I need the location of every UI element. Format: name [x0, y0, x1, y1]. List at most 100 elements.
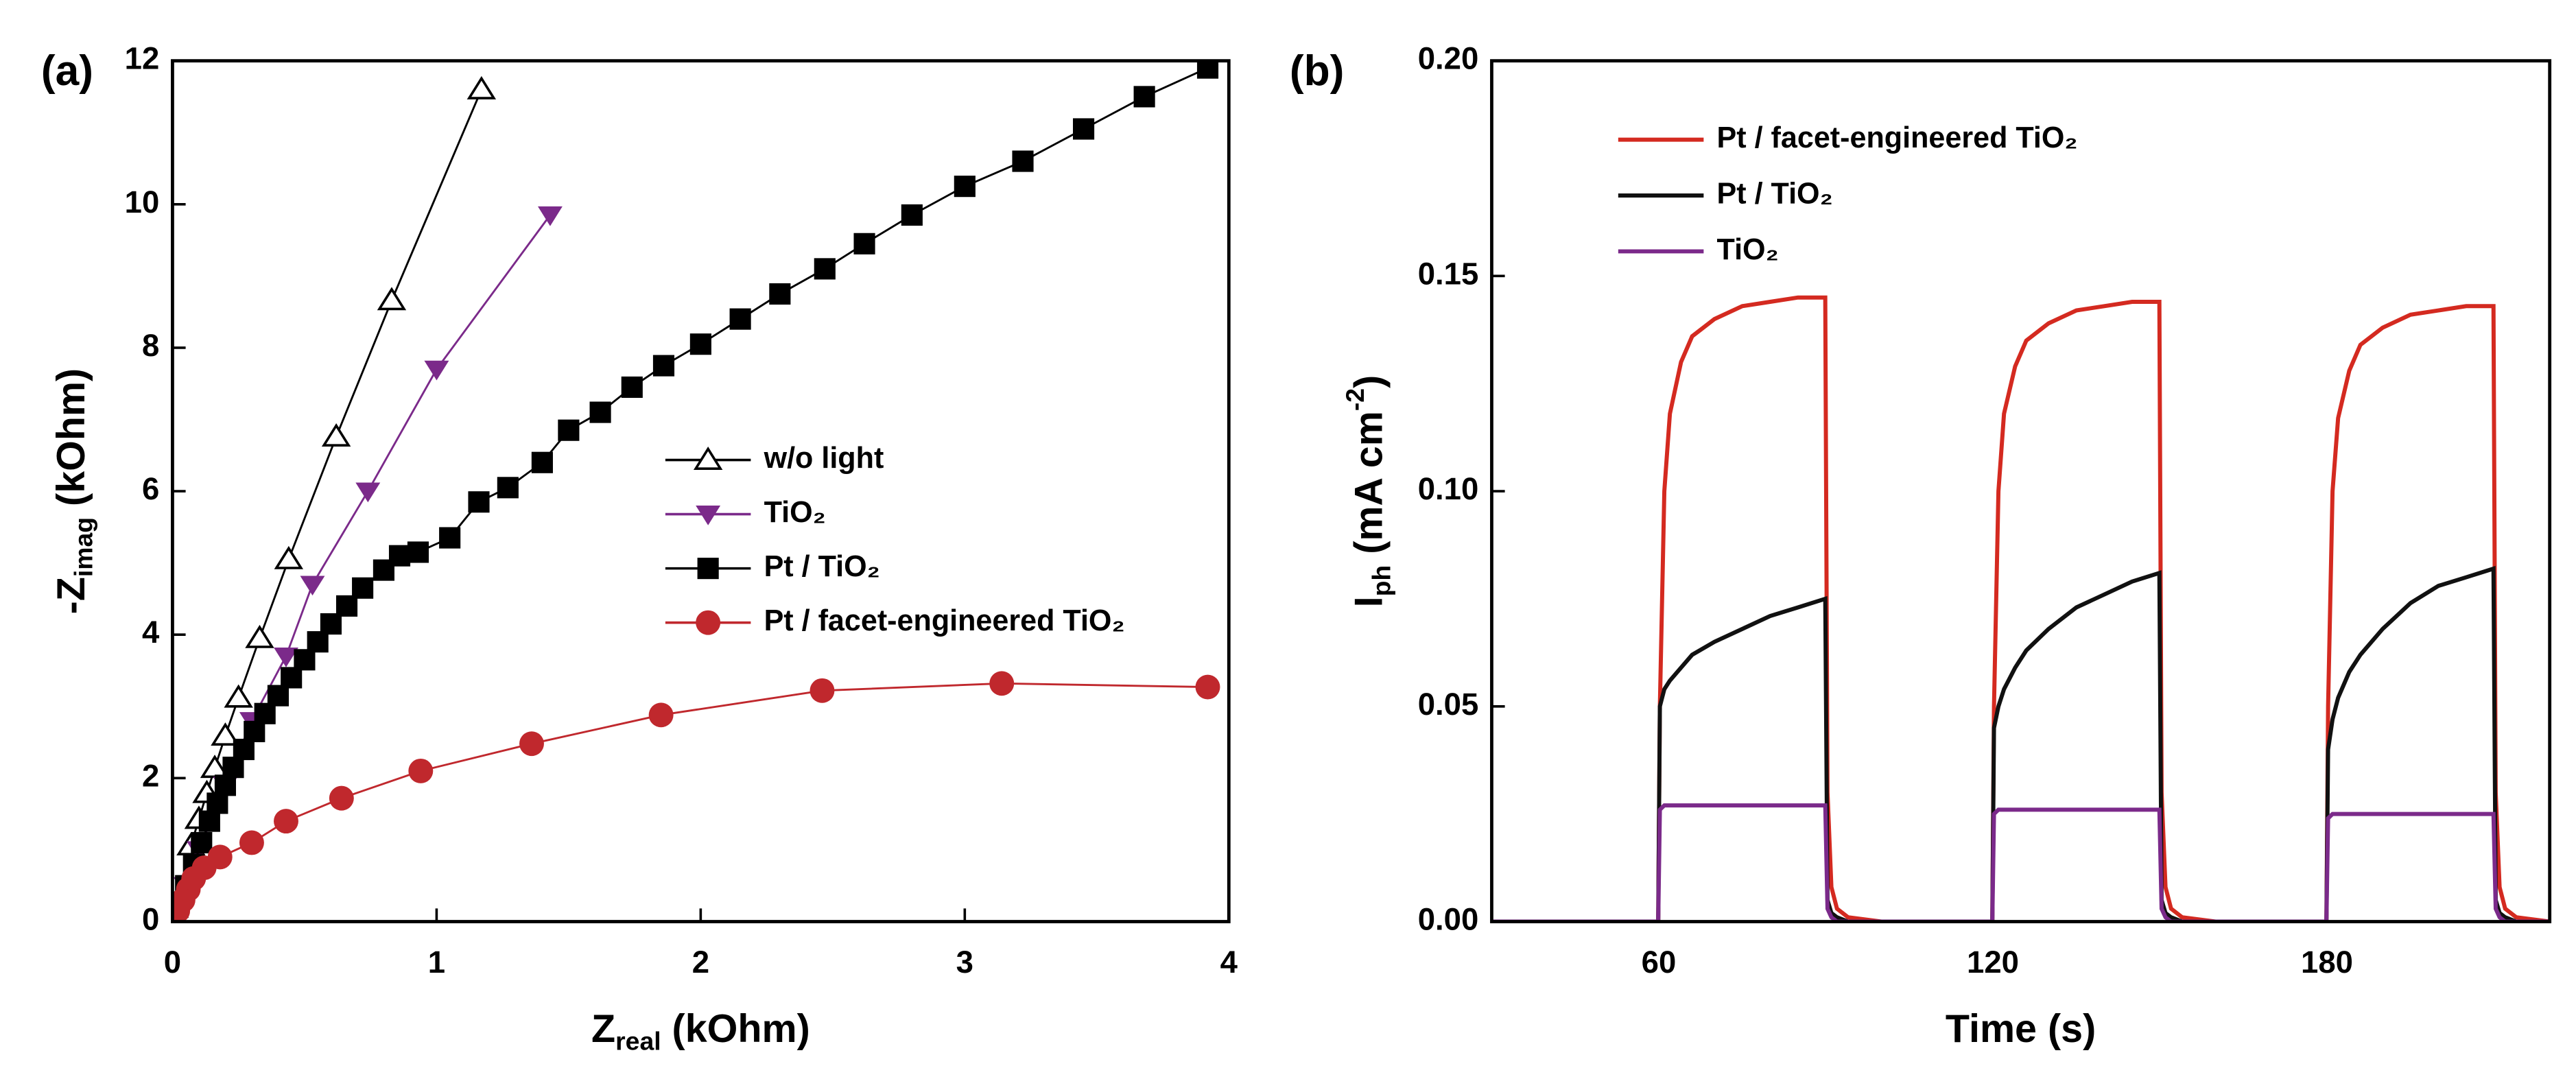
marker: [294, 649, 316, 671]
y-tick-label: 0.20: [1418, 41, 1479, 76]
y-axis-label: Iph (mA cm-2): [1340, 375, 1395, 608]
marker: [224, 684, 253, 708]
x-tick-label: 0: [164, 945, 181, 980]
marker: [211, 722, 240, 746]
x-axis-label-part: Z: [591, 1007, 615, 1051]
y-tick-label: 10: [125, 185, 160, 220]
marker: [191, 831, 213, 854]
marker: [321, 423, 351, 447]
panel-label: (a): [41, 47, 93, 95]
marker: [388, 545, 411, 567]
marker: [424, 360, 449, 381]
y-tick-label: 0: [142, 902, 159, 937]
marker: [689, 333, 711, 355]
marker: [245, 624, 274, 648]
marker: [519, 731, 544, 757]
x-axis-label-part: Time (s): [1946, 1007, 2096, 1051]
y-axis-label-part: I: [1347, 596, 1391, 607]
marker: [558, 419, 580, 441]
axes-frame: [1490, 59, 2552, 923]
y-axis-label-part: (kOhm): [49, 368, 93, 517]
x-tick-label: 4: [1220, 945, 1238, 980]
marker: [1196, 60, 1219, 79]
y-tick-label: 2: [142, 758, 159, 793]
series-line: [172, 682, 1208, 922]
marker: [206, 792, 228, 814]
x-tick-label: 1: [428, 945, 445, 980]
x-tick-label: 60: [1642, 945, 1677, 980]
marker: [531, 451, 553, 473]
marker: [407, 541, 429, 563]
y-tick-label: 12: [125, 41, 160, 76]
marker: [466, 75, 497, 99]
legend-label: TiO₂: [1717, 233, 1779, 266]
x-tick-label: 180: [2301, 945, 2353, 980]
marker: [239, 830, 264, 855]
marker: [254, 702, 276, 724]
y-axis-label-part: -2: [1340, 388, 1369, 411]
x-axis-label: Zreal (kOhm): [591, 1007, 810, 1055]
marker: [335, 595, 358, 617]
y-tick-label: 6: [142, 471, 159, 506]
legend-label: w/o light: [764, 442, 884, 475]
plot-area: [1491, 295, 2550, 922]
marker: [497, 477, 519, 499]
marker: [814, 258, 836, 280]
series-line: [1491, 565, 2550, 922]
x-axis-label-part: (kOhm): [661, 1007, 810, 1051]
series-line: [172, 214, 552, 922]
marker: [954, 176, 976, 198]
marker: [274, 648, 298, 667]
series-line: [172, 67, 1209, 922]
marker: [810, 678, 835, 703]
marker: [853, 233, 875, 254]
y-tick-label: 0.10: [1418, 471, 1479, 506]
x-tick-label: 3: [956, 945, 973, 980]
panel-label: (b): [1290, 47, 1344, 95]
y-axis-label-part: imag: [69, 517, 97, 577]
axes-frame: [171, 59, 1231, 923]
legend-label: Pt / facet-engineered TiO₂: [1717, 121, 2078, 154]
marker: [589, 401, 611, 423]
marker: [207, 844, 233, 870]
marker: [696, 506, 721, 525]
marker: [320, 613, 342, 635]
marker: [244, 720, 265, 742]
marker: [693, 447, 723, 470]
y-tick-label: 8: [142, 328, 159, 363]
x-tick-label: 2: [692, 945, 709, 980]
marker: [697, 558, 719, 580]
marker: [377, 287, 407, 311]
marker: [989, 671, 1015, 696]
y-axis-label: -Zimag (kOhm): [49, 368, 97, 615]
marker: [468, 491, 490, 513]
marker: [439, 527, 461, 549]
marker: [1072, 118, 1095, 140]
marker: [300, 576, 325, 596]
y-tick-label: 0.15: [1418, 256, 1479, 291]
marker: [274, 545, 304, 569]
marker: [1012, 150, 1034, 172]
marker: [198, 810, 220, 832]
marker: [648, 702, 674, 728]
marker: [352, 577, 374, 599]
marker: [329, 785, 354, 811]
y-axis-label-part: (mA cm: [1347, 411, 1391, 565]
marker: [267, 685, 289, 707]
y-tick-label: 0.00: [1418, 902, 1479, 937]
y-axis-label-part: ): [1347, 375, 1391, 388]
marker: [901, 204, 923, 226]
legend-label: Pt / facet-engineered TiO₂: [764, 604, 1125, 637]
legend-label: TiO₂: [764, 496, 826, 529]
marker: [281, 667, 303, 689]
marker: [355, 482, 381, 503]
legend-label: Pt / TiO₂: [764, 550, 880, 583]
marker: [274, 809, 298, 834]
y-tick-label: 0.05: [1418, 687, 1479, 722]
marker: [214, 774, 237, 796]
marker: [769, 283, 791, 305]
marker: [729, 308, 751, 330]
plot-area: [172, 60, 1220, 922]
marker: [222, 757, 244, 779]
